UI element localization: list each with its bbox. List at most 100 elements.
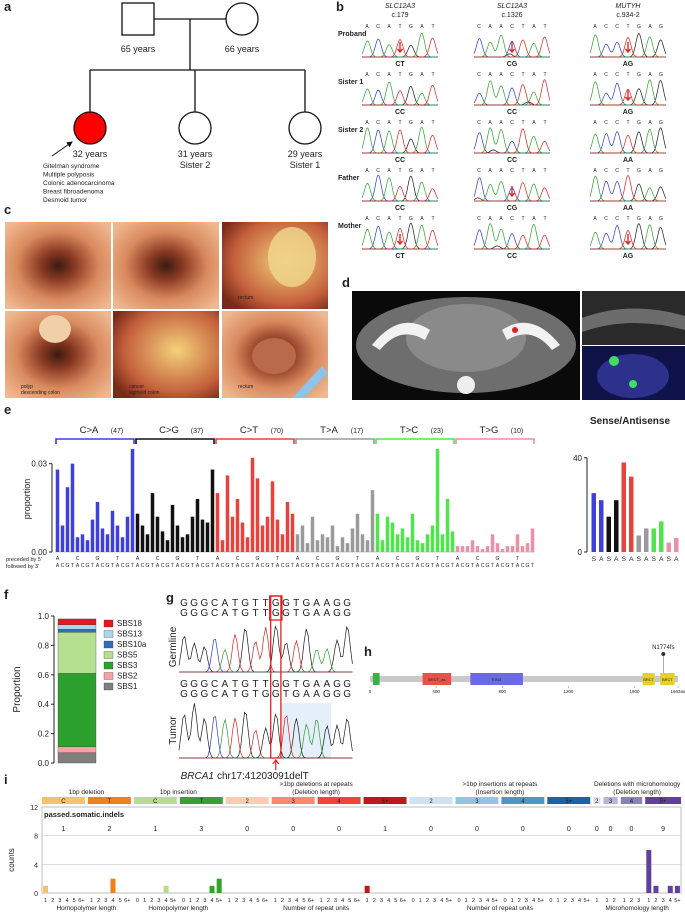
- bar-segment: [57, 746, 97, 753]
- bar: [355, 513, 360, 552]
- five-prime-base: A: [216, 556, 220, 562]
- bar: [95, 501, 100, 552]
- x-tick-label: 1: [605, 898, 608, 904]
- bar: [485, 546, 490, 552]
- sequence-letter: T: [398, 120, 401, 126]
- sequence-letter: C: [211, 608, 218, 619]
- five-prime-base: A: [456, 556, 460, 562]
- sequence-letter: A: [313, 689, 320, 700]
- three-prime-base: A: [196, 563, 200, 569]
- sequence-letter: C: [376, 216, 380, 222]
- group-name: T>C: [400, 425, 418, 436]
- chromatogram-trace: [590, 36, 666, 58]
- sequence-letter: T: [263, 598, 269, 609]
- bar: [430, 525, 435, 552]
- bar: [345, 543, 350, 552]
- sequence-letter: A: [593, 24, 597, 30]
- sequence-letter: C: [477, 24, 481, 30]
- three-prime-base: A: [396, 563, 400, 569]
- endoscopy-image: [113, 222, 219, 309]
- x-tick-label: 6+: [354, 898, 360, 904]
- group-header: [179, 797, 223, 804]
- sequence-letter: G: [637, 168, 641, 174]
- three-prime-base: C: [201, 563, 205, 569]
- three-prime-base: A: [96, 563, 100, 569]
- y-tick-label: 0.0: [38, 759, 50, 768]
- three-prime-base: C: [261, 563, 265, 569]
- bar: [340, 537, 345, 552]
- sequence-letter: T: [431, 24, 434, 30]
- bar: [220, 540, 225, 552]
- bar: [130, 448, 135, 552]
- bar: [490, 534, 495, 552]
- sequence-letter: A: [593, 216, 597, 222]
- y-tick-label: 0.6: [38, 671, 50, 680]
- sequence-letter: A: [313, 679, 320, 690]
- three-prime-base: C: [241, 563, 245, 569]
- three-prime-base: T: [171, 563, 174, 569]
- sequence-letter: G: [343, 679, 351, 690]
- five-prime-base: T: [276, 556, 279, 562]
- bar: [300, 525, 305, 552]
- x-tick-label: 2: [630, 898, 633, 904]
- protein-domain: [642, 673, 655, 685]
- sequence-letter: A: [648, 216, 652, 222]
- three-prime-base: T: [391, 563, 394, 569]
- sequence-letter: G: [180, 689, 188, 700]
- sequence-letter: A: [648, 24, 652, 30]
- three-prime-base: G: [526, 563, 530, 569]
- three-prime-base: C: [361, 563, 365, 569]
- bar: [265, 516, 270, 552]
- protein-domain: [422, 673, 452, 685]
- sequence-letter: A: [303, 689, 310, 700]
- sequence-letter: G: [190, 598, 198, 609]
- bar: [170, 504, 175, 552]
- bar-segment: [57, 752, 97, 764]
- axis-tick-label: 400: [432, 689, 440, 694]
- legend-label: SBS10a: [117, 640, 147, 649]
- section-title: (Deletion length): [292, 789, 340, 796]
- x-tick-label: 4: [387, 898, 390, 904]
- x-tick-label: 0: [182, 898, 185, 904]
- sequence-letter: A: [313, 598, 320, 609]
- three-prime-base: C: [341, 563, 345, 569]
- bar: [614, 500, 619, 552]
- sequence-letter: T: [431, 120, 434, 126]
- group-name: 4: [337, 799, 341, 805]
- bar: [315, 540, 320, 552]
- x-tick-label: A: [644, 556, 649, 563]
- group-header: [363, 797, 407, 804]
- sequence-letter: G: [180, 598, 188, 609]
- bar: [455, 546, 460, 552]
- three-prime-base: A: [116, 563, 120, 569]
- three-prime-base: T: [91, 563, 94, 569]
- three-prime-base: T: [431, 563, 434, 569]
- chromatogram-trace: [589, 175, 666, 202]
- endoscopy-image: [113, 311, 219, 398]
- chart-subtitle: passed.somatic.indels: [44, 810, 124, 819]
- sequence-letter: A: [593, 72, 597, 78]
- chromatogram-trace: [474, 36, 551, 58]
- group-name: C: [61, 799, 66, 805]
- x-tick-label: 2: [564, 898, 567, 904]
- genotype: CC: [507, 109, 517, 116]
- group-count: (37): [191, 428, 203, 435]
- x-tick-label: 4: [669, 898, 672, 904]
- three-prime-base: C: [381, 563, 385, 569]
- sequence-letter: G: [323, 689, 331, 700]
- x-tick-label: 4: [249, 898, 252, 904]
- x-tick-label: S: [652, 556, 657, 563]
- legend-label: SBS3: [117, 661, 138, 670]
- x-tick-label: 2: [150, 898, 153, 904]
- x-tick-label: S: [592, 556, 597, 563]
- sequence-letter: T: [626, 216, 629, 222]
- x-tick-label: 0: [458, 898, 461, 904]
- group-count: (70): [271, 428, 283, 435]
- three-prime-base: G: [446, 563, 450, 569]
- group-name: 4: [630, 799, 634, 805]
- x-tick-label: 4: [295, 898, 298, 904]
- sequence-letter: A: [488, 120, 492, 126]
- bar: [591, 493, 596, 552]
- three-prime-base: A: [256, 563, 260, 569]
- chromatogram-trace: [179, 627, 353, 673]
